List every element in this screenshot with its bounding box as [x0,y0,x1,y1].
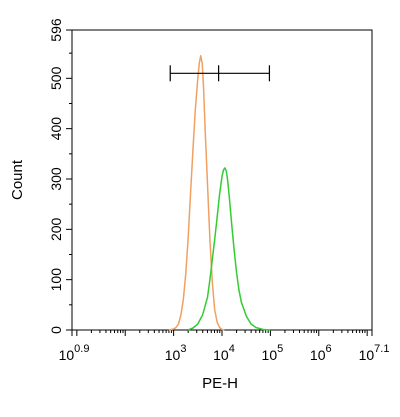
gate-marker [169,65,271,82]
y-tick-label: 400 [48,117,64,141]
series-layer [168,54,271,331]
x-tick-label: 100.9 [59,343,90,363]
y-tick-label: 596 [48,18,64,42]
x-tick-label: 107.1 [359,343,390,363]
series-line-2 [187,167,271,331]
y-tick-label: 300 [48,167,64,191]
series-line-1 [168,54,225,331]
y-axis-ticks: 0 100 200 300 400 500 596 [48,18,72,334]
x-tick-label: 103 [165,343,187,363]
x-tick-label: 104 [213,343,235,363]
x-tick-label: 106 [310,343,332,363]
x-axis-label: PE-H [202,375,238,392]
y-tick-label: 0 [48,326,64,334]
y-axis-label: Count [9,159,26,200]
y-tick-label: 200 [48,217,64,241]
y-tick-label: 500 [48,66,64,90]
x-axis-ticks: 100.9 103 104 105 106 107.1 [59,330,390,363]
x-tick-label: 105 [262,343,284,363]
y-tick-label: 100 [48,268,64,292]
